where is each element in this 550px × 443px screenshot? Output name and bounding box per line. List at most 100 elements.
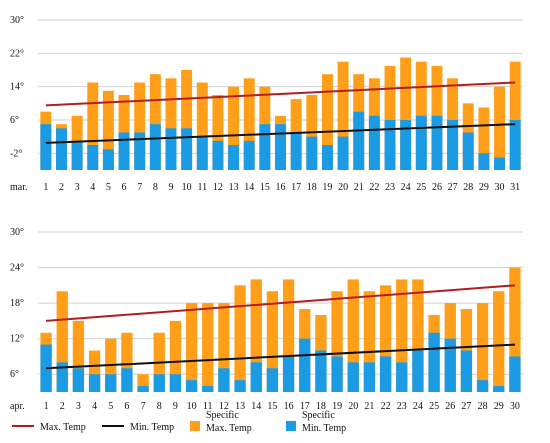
x-tick-label: 20 (348, 401, 358, 412)
max-temp-bar (218, 303, 230, 392)
min-temp-bar (134, 132, 146, 170)
max-temp-line (46, 284, 515, 322)
min-temp-bar (379, 356, 392, 392)
legend-max-line-label: Max. Temp (40, 422, 86, 433)
x-tick-label: 29 (494, 401, 504, 412)
legend-min-bar-label-2: Min. Temp (302, 423, 346, 434)
min-temp-bar (384, 120, 396, 170)
x-tick-label: 2 (60, 401, 65, 412)
min-temp-bar (476, 380, 489, 392)
min-temp-bar (306, 136, 318, 170)
max-temp-bar (137, 374, 149, 392)
x-tick-label: 3 (76, 401, 81, 412)
min-temp-bar (444, 338, 456, 392)
max-temp-bar (331, 291, 343, 392)
x-tick-label: 29 (479, 182, 489, 193)
max-temp-bar (228, 86, 240, 170)
min-temp-bar (412, 350, 424, 392)
y-tick-label: 6° (10, 115, 19, 126)
x-tick-label: 19 (322, 182, 332, 193)
x-tick-label: 24 (413, 401, 423, 412)
min-temp-bar (165, 128, 177, 170)
max-temp-bar (494, 86, 506, 170)
x-tick-label: 17 (300, 401, 310, 412)
x-tick-label: 30 (510, 401, 520, 412)
min-temp-bar (185, 380, 198, 392)
x-tick-label: 5 (108, 401, 113, 412)
min-temp-bar (290, 132, 302, 170)
x-tick-label: 9 (168, 182, 173, 193)
min-temp-bar (40, 124, 52, 170)
max-temp-bar (476, 303, 489, 392)
x-tick-label: 28 (463, 182, 473, 193)
max-temp-bar (165, 78, 177, 170)
min-temp-bar (259, 124, 271, 170)
min-temp-bar (460, 350, 473, 392)
x-tick-label: 16 (284, 401, 294, 412)
x-tick-label: 12 (219, 401, 229, 412)
max-temp-bar (347, 279, 359, 392)
min-temp-bar (400, 120, 412, 170)
max-temp-bar (121, 332, 133, 392)
max-temp-bar (234, 285, 246, 392)
legend-max-bar-label-1: Specific (206, 410, 239, 421)
y-tick-label: 22° (10, 48, 24, 59)
max-temp-bar (400, 57, 412, 170)
y-tick-label: 18° (10, 298, 24, 309)
x-tick-label: 3 (75, 182, 80, 193)
legend-min-bar-swatch (286, 421, 296, 431)
max-temp-bar (415, 61, 427, 170)
legend-min-line-label: Min. Temp (130, 422, 174, 433)
min-temp-bar (282, 356, 295, 392)
min-temp-bar (218, 368, 230, 392)
min-temp-line (46, 343, 515, 370)
min-temp-bar (102, 149, 114, 170)
min-temp-bar (331, 356, 343, 392)
x-tick-label: 23 (397, 401, 407, 412)
min-temp-bar (315, 350, 327, 392)
min-temp-bar (55, 128, 67, 170)
month-label: apr. (10, 401, 25, 412)
max-temp-bar (493, 291, 505, 392)
max-temp-bar (363, 291, 376, 392)
min-temp-bar (396, 362, 408, 392)
x-tick-label: 2 (59, 182, 64, 193)
y-tick-label: 24° (10, 263, 24, 274)
max-temp-bar (149, 74, 161, 170)
chart-panel-apr: 6°12°18°24°30°apr. 1 2 3 4 5 6 7 8 9 10 11 12 13 14 15 1… (10, 227, 523, 412)
y-tick-label: 30° (10, 227, 24, 238)
max-temp-bar (266, 291, 279, 392)
min-temp-bar (368, 115, 380, 170)
min-temp-bar (415, 115, 427, 170)
x-tick-label: 8 (153, 182, 158, 193)
x-tick-label: 10 (187, 401, 197, 412)
legend-max-bar-swatch (190, 421, 200, 431)
x-tick-label: 17 (291, 182, 301, 193)
min-temp-bar (509, 356, 521, 392)
min-temp-bar (243, 140, 255, 170)
x-tick-label: 13 (229, 182, 239, 193)
min-temp-bar (347, 362, 359, 392)
min-temp-bar (234, 380, 246, 392)
min-temp-line (45, 123, 516, 144)
min-temp-bar (118, 132, 130, 170)
min-temp-bar (462, 132, 474, 170)
max-temp-bar (321, 74, 333, 170)
min-temp-bar (202, 386, 214, 392)
x-tick-label: 12 (213, 182, 223, 193)
max-temp-bar (72, 320, 85, 392)
max-temp-bar (202, 303, 214, 392)
min-temp-bar (321, 145, 333, 170)
x-tick-label: 7 (137, 182, 142, 193)
x-tick-label: 8 (157, 401, 162, 412)
min-temp-bar (447, 120, 459, 170)
x-tick-label: 16 (276, 182, 286, 193)
max-temp-line (45, 81, 516, 107)
x-tick-label: 1 (44, 401, 49, 412)
max-temp-bar (250, 279, 262, 392)
max-temp-bar (509, 61, 521, 170)
max-temp-bar (509, 267, 521, 392)
x-tick-label: 21 (354, 182, 364, 193)
max-temp-bar (337, 61, 349, 170)
